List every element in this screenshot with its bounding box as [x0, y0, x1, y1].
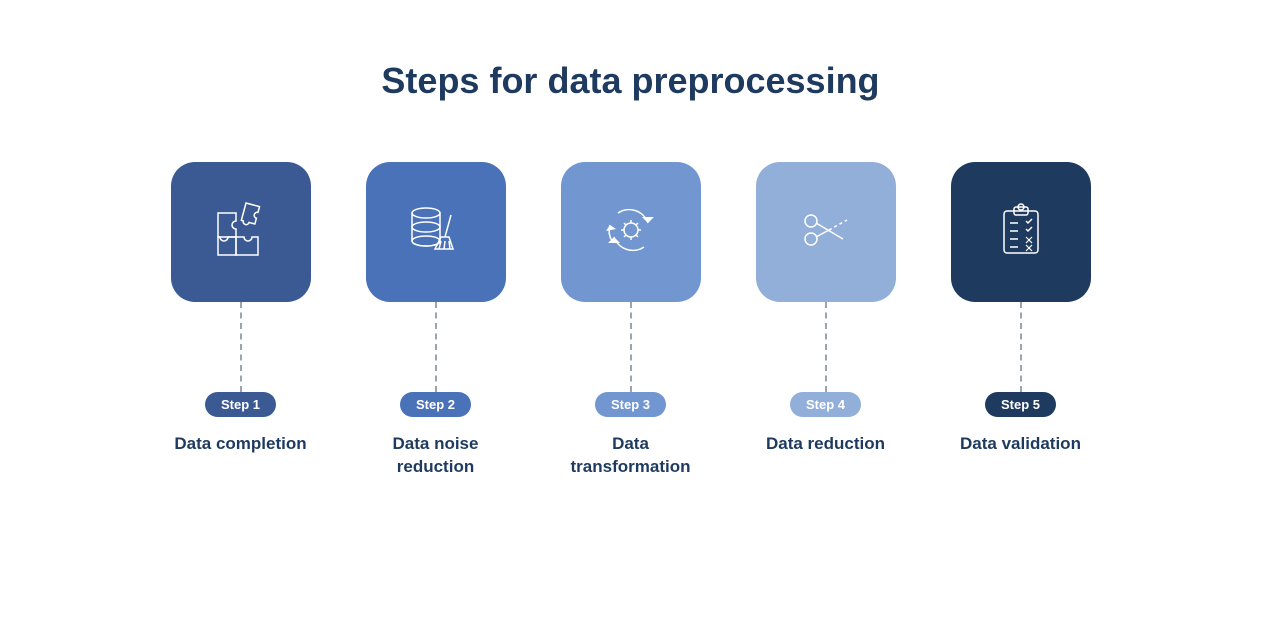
clipboard-check-icon — [986, 195, 1056, 270]
step-1-icon-box — [171, 162, 311, 302]
step-5: Step 5 Data validation — [951, 162, 1091, 479]
step-2-icon-box — [366, 162, 506, 302]
puzzle-icon — [206, 195, 276, 270]
connector — [435, 302, 437, 392]
steps-container: Step 1 Data completion Step 2 Da — [171, 162, 1091, 479]
step-4-icon-box — [756, 162, 896, 302]
step-2-label: Data noise reduction — [366, 433, 506, 479]
step-1: Step 1 Data completion — [171, 162, 311, 479]
scissors-icon — [791, 195, 861, 270]
step-4: Step 4 Data reduction — [756, 162, 896, 479]
step-3: Step 3 Data transformation — [561, 162, 701, 479]
step-2: Step 2 Data noise reduction — [366, 162, 506, 479]
step-3-badge: Step 3 — [595, 392, 666, 417]
step-4-badge: Step 4 — [790, 392, 861, 417]
step-5-badge: Step 5 — [985, 392, 1056, 417]
cycle-gear-icon — [596, 195, 666, 270]
step-1-badge: Step 1 — [205, 392, 276, 417]
connector — [240, 302, 242, 392]
connector — [1020, 302, 1022, 392]
database-broom-icon — [401, 195, 471, 270]
step-4-label: Data reduction — [766, 433, 885, 456]
step-5-label: Data validation — [960, 433, 1081, 456]
page-title: Steps for data preprocessing — [381, 60, 879, 102]
step-3-label: Data transformation — [561, 433, 701, 479]
connector — [825, 302, 827, 392]
step-5-icon-box — [951, 162, 1091, 302]
step-2-badge: Step 2 — [400, 392, 471, 417]
connector — [630, 302, 632, 392]
step-1-label: Data completion — [174, 433, 306, 456]
step-3-icon-box — [561, 162, 701, 302]
